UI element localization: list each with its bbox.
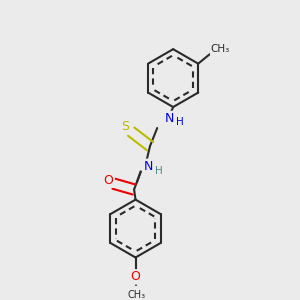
Text: H: H <box>176 117 183 127</box>
Text: O: O <box>130 270 140 284</box>
Text: N: N <box>165 112 174 125</box>
Text: S: S <box>121 120 129 133</box>
Text: CH₃: CH₃ <box>211 44 230 54</box>
Text: H: H <box>155 166 163 176</box>
Text: O: O <box>104 174 114 187</box>
Text: N: N <box>144 160 153 173</box>
Text: CH₃: CH₃ <box>128 290 146 300</box>
